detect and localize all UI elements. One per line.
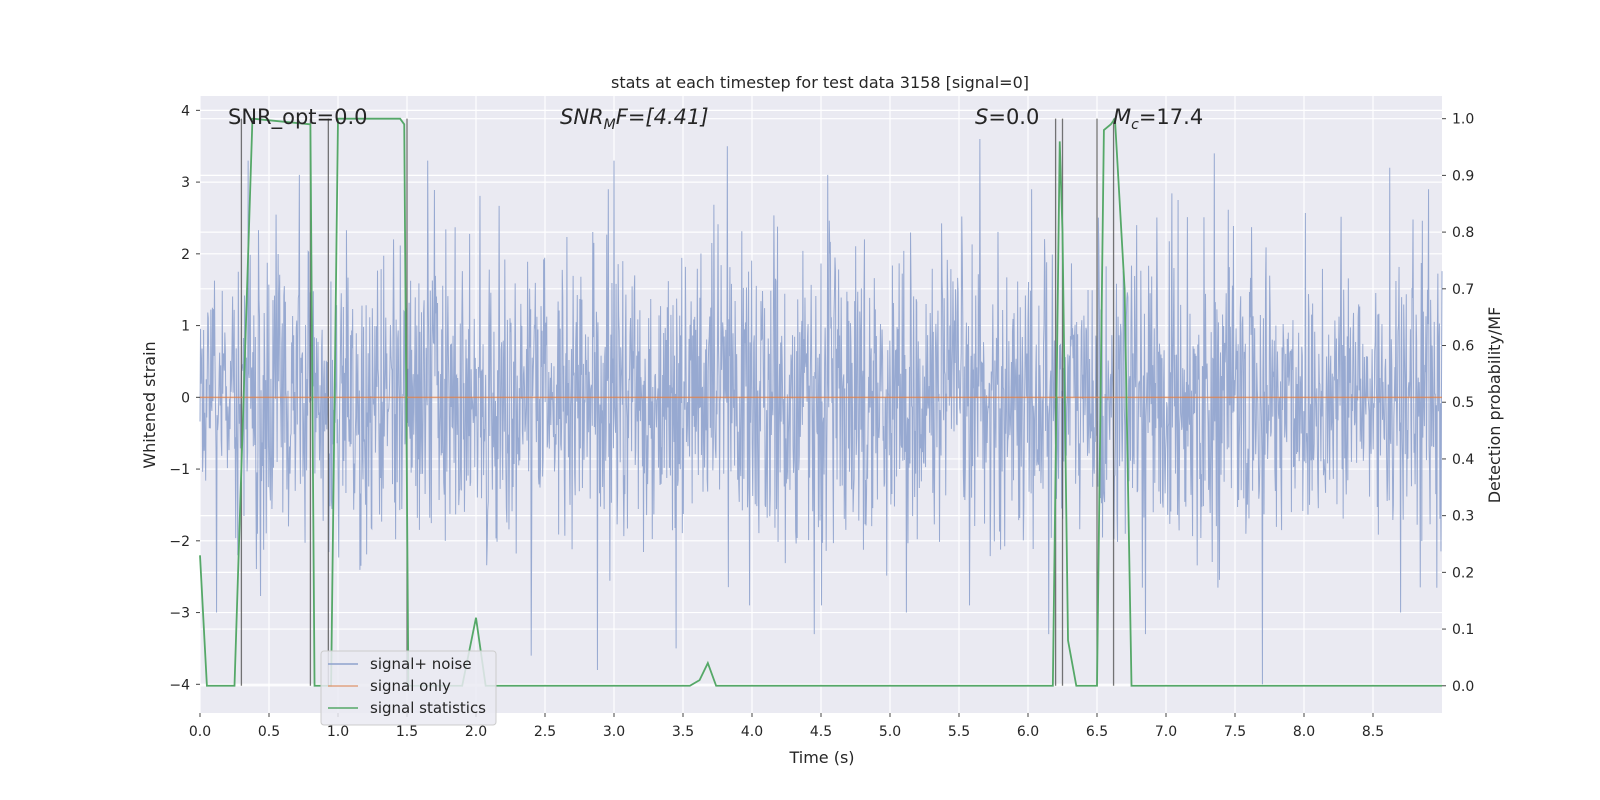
signal-statistics-line [199, 116, 1442, 687]
y-left-tick-label: −1 [169, 462, 190, 478]
x-tick-label: 4.5 [810, 724, 832, 740]
x-tick-label: 1.5 [396, 724, 418, 740]
x-tick-label: 0.5 [258, 724, 280, 740]
y-right-tick-label: 0.4 [1452, 452, 1474, 468]
y-left-tick-label: 0 [181, 390, 190, 406]
y-right-tick-label: 0.6 [1452, 339, 1474, 355]
x-tick-label: 1.0 [327, 724, 349, 740]
annotation-mc: Mc=17.4 [1113, 105, 1203, 133]
y-left-tick-label: 1 [181, 319, 190, 335]
x-tick-label: 4.0 [741, 724, 763, 740]
y-axis-label-left: Whitened strain [140, 341, 159, 468]
x-tick-label: 7.5 [1224, 724, 1246, 740]
x-tick-label: 5.0 [879, 724, 901, 740]
x-tick-label: 8.0 [1293, 724, 1315, 740]
x-tick-label: 2.0 [465, 724, 487, 740]
x-tick-label: 6.0 [1017, 724, 1039, 740]
chart-title: stats at each timestep for test data 315… [611, 73, 1029, 92]
legend-label-noise: signal+ noise [370, 655, 472, 673]
x-tick-labels: 0.0 0.5 1.0 1.5 2.0 2.5 3.0 3.5 4.0 4.5 5.0 5.5 6.0 6… [189, 713, 1384, 740]
y-right-tick-label: 0.2 [1452, 565, 1474, 581]
annotation-s: S=0.0 [975, 105, 1039, 129]
y-right-tick-label: 0.7 [1452, 282, 1474, 298]
y-left-tick-label: −2 [169, 534, 190, 550]
y-right-tick-labels: 1.0 0.9 0.8 0.7 0.6 0.5 0.4 0.3 0.2 0.1 0.0 [1442, 112, 1474, 695]
annotation-snr-opt: SNR_opt=0.0 [228, 105, 368, 130]
x-axis-label: Time (s) [788, 748, 854, 767]
y-left-tick-label: −3 [169, 606, 190, 622]
y-right-tick-label: 0.3 [1452, 509, 1474, 525]
y-right-tick-label: 0.1 [1452, 622, 1474, 638]
y-left-tick-label: −4 [169, 677, 190, 693]
y-left-tick-labels: 4 3 2 1 0 −1 −2 −3 −4 [169, 103, 200, 693]
legend: signal+ noise signal only signal statist… [320, 650, 497, 726]
annotation-snr-mf: SNRMF=[4.41] [560, 105, 709, 133]
legend-box [320, 650, 497, 726]
legend-label-statistics: signal statistics [370, 699, 486, 717]
y-left-tick-label: 4 [181, 103, 190, 119]
x-tick-label: 7.0 [1155, 724, 1177, 740]
y-right-tick-label: 0.9 [1452, 168, 1474, 184]
x-tick-label: 3.0 [603, 724, 625, 740]
y-axis-label-right: Detection probability/MF [1485, 307, 1504, 504]
legend-label-signal-only: signal only [370, 677, 451, 695]
signal-statistics-series [199, 116, 1442, 687]
x-tick-label: 5.5 [948, 724, 970, 740]
y-left-tick-label: 3 [181, 175, 190, 191]
y-right-tick-label: 1.0 [1452, 112, 1474, 128]
x-tick-label: 0.0 [189, 724, 211, 740]
x-tick-label: 3.5 [672, 724, 694, 740]
y-right-tick-label: 0.8 [1452, 225, 1474, 241]
y-left-tick-label: 2 [181, 247, 190, 263]
y-right-tick-label: 0.5 [1452, 395, 1474, 411]
x-tick-label: 8.5 [1362, 724, 1384, 740]
x-tick-label: 6.5 [1086, 724, 1108, 740]
y-right-tick-label: 0.0 [1452, 679, 1474, 695]
x-tick-label: 2.5 [534, 724, 556, 740]
